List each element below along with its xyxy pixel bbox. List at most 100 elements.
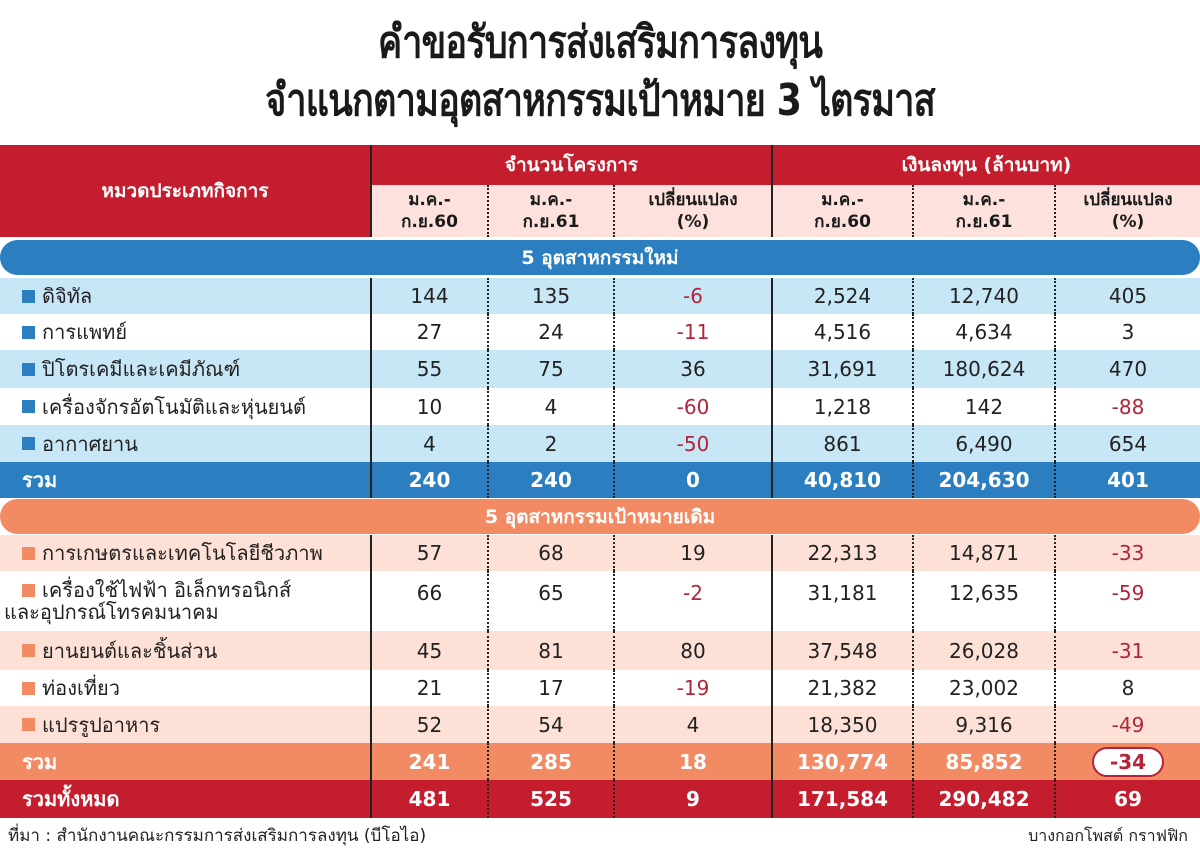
row-label-text: การเกษตรและเทคโนโลยีชีวภาพ xyxy=(42,541,323,565)
row-label: ดิจิทัล xyxy=(0,278,370,314)
cell-investment-change: 401 xyxy=(1054,462,1200,498)
header-period-text: ก.ย.60 xyxy=(401,212,458,232)
row-label: เครื่องจักรอัตโนมัติและหุ่นยนต์ xyxy=(0,388,370,425)
cell-investment-61: 12,740 xyxy=(912,278,1054,314)
cell-projects-change: 18 xyxy=(613,743,771,780)
cell-projects-change: 80 xyxy=(613,631,771,670)
cell-projects-61: 81 xyxy=(487,631,613,670)
cell-investment-60: 18,350 xyxy=(771,706,912,743)
header-change-text: (%) xyxy=(1111,212,1145,232)
cell-projects-change: -2 xyxy=(613,571,771,631)
cell-projects-change: -6 xyxy=(613,278,771,314)
subtotal-label: รวม xyxy=(22,468,58,492)
header-change-text: เปลี่ยนแปลง xyxy=(648,190,738,210)
table-row: ท่องเที่ยว 21 17 -19 21,382 23,002 8 xyxy=(0,670,1200,706)
cell-projects-change: -60 xyxy=(613,388,771,425)
header-investment-61: ม.ค.- ก.ย.61 xyxy=(912,185,1054,237)
header-groups: จำนวนโครงการ เงินลงทุน (ล้านบาท) xyxy=(370,145,1200,185)
cell-investment-change: 3 xyxy=(1054,314,1200,350)
cell-investment-change: -33 xyxy=(1054,535,1200,571)
row-label: เครื่องใช้ไฟฟ้า อิเล็กทรอนิกส์ และอุปกรณ… xyxy=(0,571,370,631)
row-label-text: ดิจิทัล xyxy=(42,284,93,308)
highlight-circle: -34 xyxy=(1091,746,1165,777)
cell-projects-60: 45 xyxy=(370,631,487,670)
square-bullet-icon xyxy=(22,584,35,597)
cell-projects-change: -11 xyxy=(613,314,771,350)
cell-investment-change: -31 xyxy=(1054,631,1200,670)
header-projects-60: ม.ค.- ก.ย.60 xyxy=(370,185,487,237)
grand-total-row: รวมทั้งหมด 481 525 9 171,584 290,482 69 xyxy=(0,780,1200,818)
grand-total-label: รวมทั้งหมด xyxy=(22,787,120,811)
header-projects-group: จำนวนโครงการ xyxy=(370,145,771,185)
header-investment-60: ม.ค.- ก.ย.60 xyxy=(771,185,912,237)
cell-investment-60: 31,691 xyxy=(771,350,912,388)
row-label-text: ปิโตรเคมีและเคมีภัณฑ์ xyxy=(42,357,241,381)
cell-investment-61: 26,028 xyxy=(912,631,1054,670)
header-change-text: เปลี่ยนแปลง xyxy=(1083,190,1173,210)
cell-projects-60: 144 xyxy=(370,278,487,314)
cell-investment-61: 23,002 xyxy=(912,670,1054,706)
cell-projects-61: 17 xyxy=(487,670,613,706)
cell-investment-change: -88 xyxy=(1054,388,1200,425)
header-investment-change: เปลี่ยนแปลง (%) xyxy=(1054,185,1200,237)
cell-investment-60: 2,524 xyxy=(771,278,912,314)
cell-investment-60: 40,810 xyxy=(771,462,912,498)
cell-investment-61: 9,316 xyxy=(912,706,1054,743)
row-label: อากาศยาน xyxy=(0,425,370,462)
cell-projects-change: 9 xyxy=(613,780,771,818)
square-bullet-icon xyxy=(22,718,35,731)
section-band-existing: 5 อุตสาหกรรมเป้าหมายเดิม xyxy=(0,499,1200,534)
cell-projects-60: 481 xyxy=(370,780,487,818)
table-row: เครื่องใช้ไฟฟ้า อิเล็กทรอนิกส์ และอุปกรณ… xyxy=(0,571,1200,631)
title-line-2: จำแนกตามอุตสาหกรรมเป้าหมาย 3 ไตรมาส xyxy=(265,75,935,126)
header-period-text: ม.ค.- xyxy=(529,190,573,210)
row-label-text: อากาศยาน xyxy=(42,431,138,456)
square-bullet-icon xyxy=(22,400,35,413)
cell-projects-61: 285 xyxy=(487,743,613,780)
row-label-text: ท่องเที่ยว xyxy=(42,676,120,700)
table-row: แปรรูปอาหาร 52 54 4 18,350 9,316 -49 xyxy=(0,706,1200,743)
cell-projects-change: -50 xyxy=(613,425,771,462)
header-row-groups: หมวดประเภทกิจการ xyxy=(0,145,1200,237)
cell-projects-60: 27 xyxy=(370,314,487,350)
cell-projects-60: 240 xyxy=(370,462,487,498)
header-projects-change: เปลี่ยนแปลง (%) xyxy=(613,185,771,237)
cell-projects-change: 0 xyxy=(613,462,771,498)
table-row: ยานยนต์และชิ้นส่วน 45 81 80 37,548 26,02… xyxy=(0,631,1200,670)
cell-investment-change: -49 xyxy=(1054,706,1200,743)
cell-projects-61: 24 xyxy=(487,314,613,350)
row-label-text: เครื่องจักรอัตโนมัติและหุ่นยนต์ xyxy=(42,394,307,419)
cell-investment-change: 470 xyxy=(1054,350,1200,388)
row-label-text: ยานยนต์และชิ้นส่วน xyxy=(42,638,218,663)
cell-investment-change: 654 xyxy=(1054,425,1200,462)
cell-projects-change: 36 xyxy=(613,350,771,388)
credit-note: บางกอกโพสต์ กราฟฟิก xyxy=(1028,826,1188,845)
table-row: ปิโตรเคมีและเคมีภัณฑ์ 55 75 36 31,691 18… xyxy=(0,350,1200,388)
row-label-text: การแพทย์ xyxy=(42,320,128,344)
source-note: ที่มา : สำนักงานคณะกรรมการส่งเสริมการลงท… xyxy=(8,826,427,846)
cell-projects-60: 10 xyxy=(370,388,487,425)
header-period-text: ก.ย.61 xyxy=(955,212,1013,232)
row-label: แปรรูปอาหาร xyxy=(0,706,370,743)
cell-projects-61: 525 xyxy=(487,780,613,818)
cell-projects-61: 65 xyxy=(487,571,613,631)
square-bullet-icon xyxy=(22,437,35,450)
cell-investment-61: 12,635 xyxy=(912,571,1054,631)
subtotal-row-existing: รวม 241 285 18 130,774 85,852 -34 xyxy=(0,743,1200,780)
cell-projects-change: 4 xyxy=(613,706,771,743)
subtotal-row-new: รวม 240 240 0 40,810 204,630 401 xyxy=(0,462,1200,498)
header-period-text: ก.ย.61 xyxy=(522,212,580,232)
header-period-text: ม.ค.- xyxy=(821,190,864,210)
square-bullet-icon xyxy=(22,289,35,303)
cell-investment-61: 204,630 xyxy=(912,462,1054,498)
cell-investment-60: 21,382 xyxy=(771,670,912,706)
cell-projects-61: 75 xyxy=(487,350,613,388)
cell-investment-60: 31,181 xyxy=(771,571,912,631)
cell-projects-change: -19 xyxy=(613,670,771,706)
cell-projects-61: 68 xyxy=(487,535,613,571)
cell-investment-60: 4,516 xyxy=(771,314,912,350)
cell-investment-60: 22,313 xyxy=(771,535,912,571)
row-label: การเกษตรและเทคโนโลยีชีวภาพ xyxy=(0,535,370,571)
row-label: การแพทย์ xyxy=(0,314,370,350)
cell-investment-change: 8 xyxy=(1054,670,1200,706)
